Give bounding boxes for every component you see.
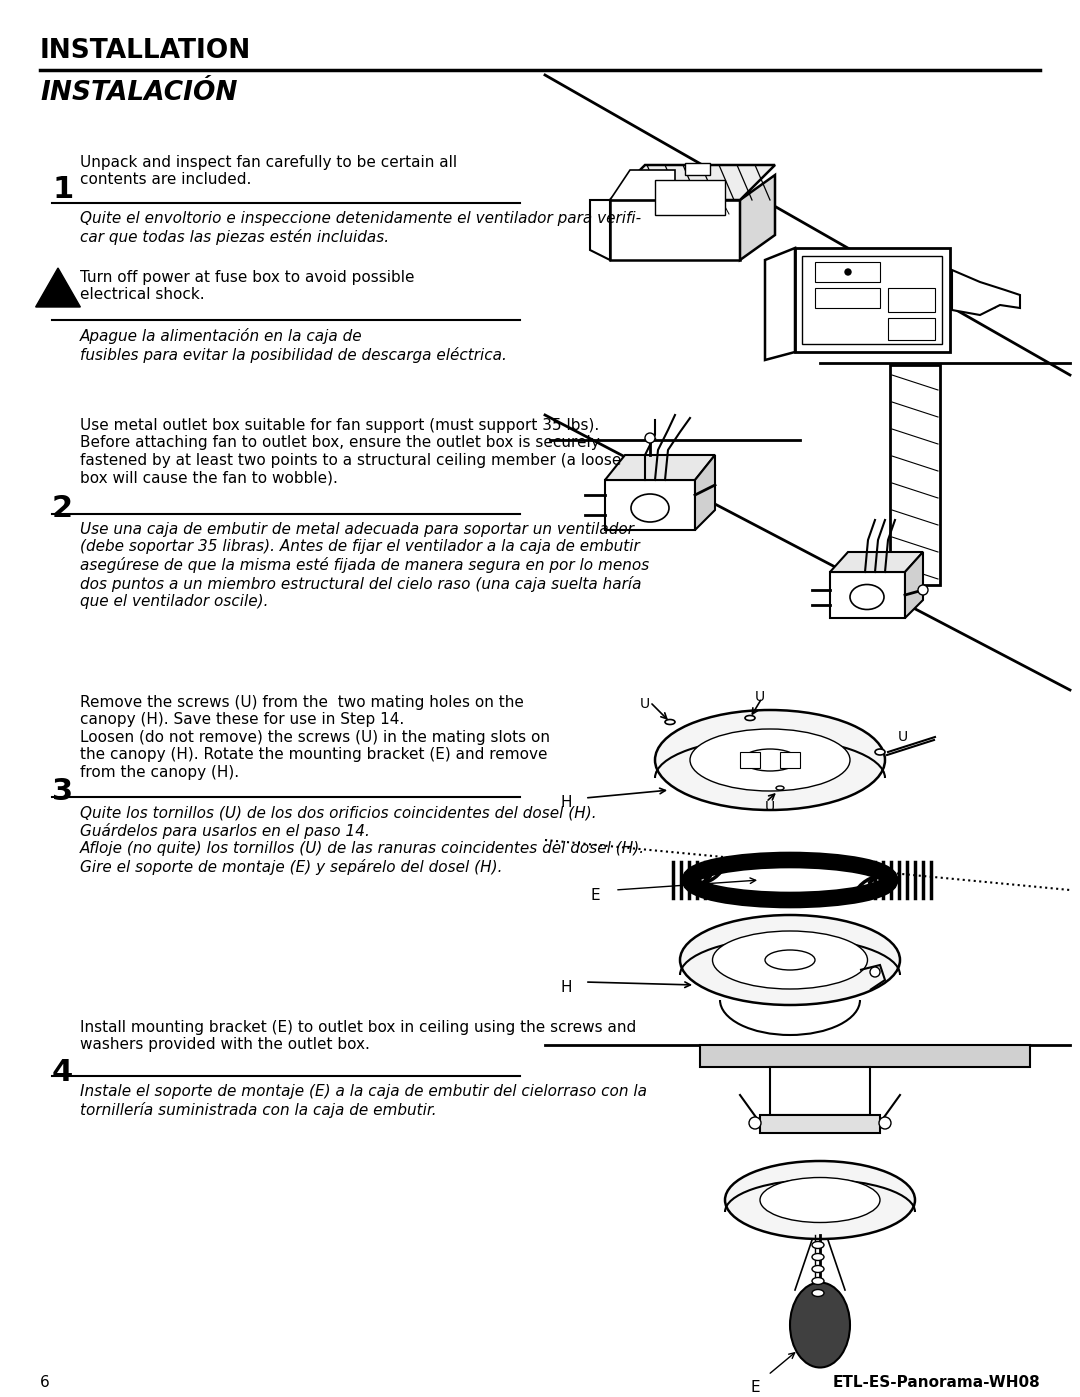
Text: H: H [561, 795, 571, 810]
Ellipse shape [654, 710, 885, 810]
Text: U: U [640, 697, 650, 711]
Text: U: U [755, 690, 765, 704]
Circle shape [870, 967, 880, 977]
Text: 1: 1 [52, 175, 73, 204]
Polygon shape [610, 165, 775, 200]
Text: 6: 6 [40, 1375, 50, 1390]
Ellipse shape [745, 715, 755, 721]
Circle shape [879, 1118, 891, 1129]
Text: E: E [750, 1380, 759, 1396]
Text: H: H [561, 981, 571, 995]
Ellipse shape [760, 1178, 880, 1222]
Polygon shape [802, 256, 942, 344]
Polygon shape [765, 249, 795, 360]
Ellipse shape [765, 950, 815, 970]
Polygon shape [696, 455, 715, 529]
Ellipse shape [743, 749, 797, 771]
Text: INSTALLATION: INSTALLATION [40, 38, 252, 64]
Text: 6: 6 [902, 326, 908, 335]
Polygon shape [890, 365, 940, 585]
Ellipse shape [812, 1266, 824, 1273]
Polygon shape [815, 288, 880, 307]
Ellipse shape [850, 584, 885, 609]
Text: 3: 3 [52, 777, 73, 806]
Ellipse shape [777, 787, 784, 789]
Ellipse shape [713, 930, 867, 989]
FancyArrowPatch shape [851, 873, 878, 900]
Ellipse shape [812, 1253, 824, 1260]
Polygon shape [795, 249, 950, 352]
Polygon shape [740, 752, 760, 768]
Text: ETL-ES-Panorama-WH08: ETL-ES-Panorama-WH08 [833, 1375, 1040, 1390]
Text: !: ! [54, 291, 62, 307]
Text: U: U [765, 800, 775, 814]
Text: Unpack and inspect fan carefully to be certain all
contents are included.: Unpack and inspect fan carefully to be c… [80, 155, 457, 187]
Ellipse shape [789, 1282, 850, 1368]
Polygon shape [951, 270, 1020, 314]
Polygon shape [815, 263, 880, 282]
Polygon shape [831, 571, 905, 617]
Text: Use una caja de embutir de metal adecuada para soportar un ventilador
(debe sopo: Use una caja de embutir de metal adecuad… [80, 522, 649, 609]
Ellipse shape [631, 495, 669, 522]
Ellipse shape [690, 861, 890, 900]
Ellipse shape [812, 1289, 824, 1296]
Polygon shape [888, 319, 935, 339]
Polygon shape [888, 288, 935, 312]
Polygon shape [36, 268, 80, 307]
Polygon shape [700, 1045, 1030, 1067]
Text: 2: 2 [52, 495, 73, 522]
Ellipse shape [812, 1277, 824, 1284]
Text: 6: 6 [902, 298, 908, 307]
Polygon shape [760, 1115, 880, 1133]
FancyArrowPatch shape [702, 858, 729, 886]
Text: INSTALACIÓN: INSTALACIÓN [40, 80, 238, 106]
Text: E: E [590, 888, 599, 902]
Polygon shape [654, 180, 725, 215]
Polygon shape [780, 752, 800, 768]
Text: Remove the screws (U) from the  two mating holes on the
canopy (H). Save these f: Remove the screws (U) from the two matin… [80, 694, 550, 780]
Text: Quite los tornillos (U) de los dos orificios coincidentes del dosel (H).
Guárdel: Quite los tornillos (U) de los dos orifi… [80, 805, 645, 875]
Ellipse shape [875, 749, 885, 754]
Ellipse shape [725, 1161, 915, 1239]
Polygon shape [685, 163, 710, 175]
Polygon shape [590, 200, 610, 260]
Ellipse shape [690, 729, 850, 791]
Text: Instale el soporte de montaje (E) a la caja de embutir del cielorraso con la
tor: Instale el soporte de montaje (E) a la c… [80, 1084, 647, 1118]
Text: Install mounting bracket (E) to outlet box in ceiling using the screws and
washe: Install mounting bracket (E) to outlet b… [80, 1020, 636, 1052]
Text: Use metal outlet box suitable for fan support (must support 35 lbs).
Before atta: Use metal outlet box suitable for fan su… [80, 418, 621, 485]
Polygon shape [605, 455, 715, 481]
Text: Turn off power at fuse box to avoid possible
electrical shock.: Turn off power at fuse box to avoid poss… [80, 270, 415, 302]
Text: U: U [897, 731, 908, 745]
Text: Apague la alimentación en la caja de
fusibles para evitar la posibilidad de desc: Apague la alimentación en la caja de fus… [80, 328, 507, 363]
Text: 4: 4 [52, 1058, 73, 1087]
Polygon shape [610, 170, 675, 200]
Ellipse shape [665, 719, 675, 725]
Circle shape [750, 1118, 761, 1129]
Polygon shape [740, 175, 775, 260]
Polygon shape [610, 200, 740, 260]
Polygon shape [605, 481, 696, 529]
Polygon shape [831, 552, 923, 571]
Polygon shape [905, 552, 923, 617]
Polygon shape [770, 1067, 870, 1115]
Ellipse shape [680, 915, 900, 1004]
Circle shape [918, 585, 928, 595]
Circle shape [845, 270, 851, 275]
Circle shape [645, 433, 654, 443]
Ellipse shape [812, 1242, 824, 1249]
Text: Quite el envoltorio e inspeccione detenidamente el ventilador para verifi-
car q: Quite el envoltorio e inspeccione deteni… [80, 211, 642, 244]
